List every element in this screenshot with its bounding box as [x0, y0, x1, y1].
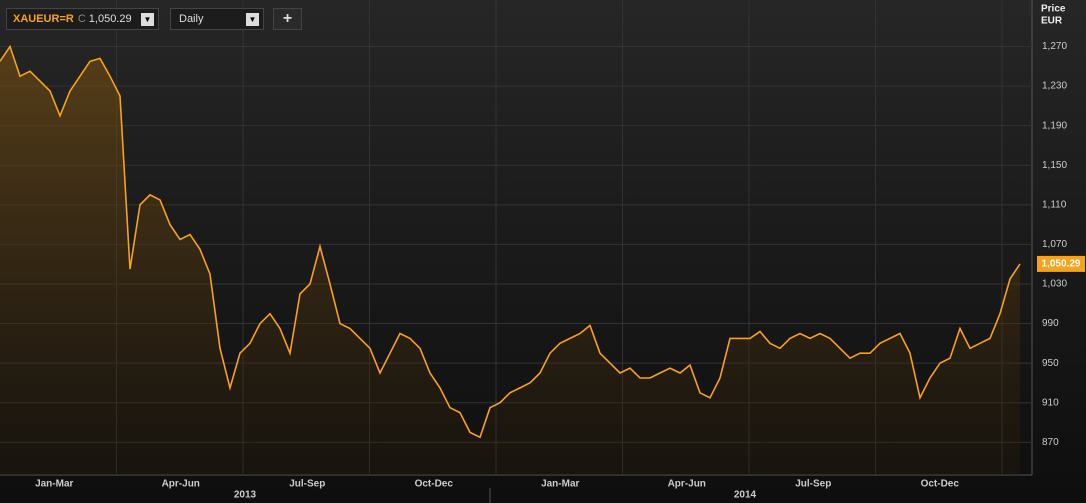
y-tick-label: 1,030	[1042, 279, 1067, 290]
y-tick-label: 1,110	[1042, 199, 1067, 210]
x-tick-label: Jul-Sep	[289, 479, 325, 490]
last-value-box	[1037, 255, 1085, 272]
year-label: 2014	[734, 490, 757, 501]
dropdown-arrow[interactable]: ▼	[246, 12, 259, 26]
add-button[interactable]: +	[273, 8, 302, 30]
x-tick-label: Jan-Mar	[35, 479, 73, 490]
close-prefix: C	[77, 13, 86, 25]
x-tick-label: Jan-Mar	[541, 479, 579, 490]
y-tick-label: 1,270	[1042, 41, 1067, 52]
dropdown-arrow[interactable]: ▼	[141, 12, 154, 26]
y-tick-label: 910	[1042, 397, 1059, 408]
axis-title: Price	[1041, 4, 1066, 15]
ric-box[interactable]: XAUEUR=R C 1,050.29 ▼	[6, 8, 159, 30]
y-tick-label: 1,190	[1042, 120, 1067, 131]
y-tick-label: 1,230	[1042, 81, 1067, 92]
x-tick-label: Jul-Sep	[795, 479, 831, 490]
x-tick-label: Oct-Dec	[921, 479, 960, 490]
x-tick-label: Oct-Dec	[415, 479, 454, 490]
x-tick-label: Apr-Jun	[668, 479, 706, 490]
price-line	[0, 44, 1021, 439]
last-value-label: 1,050.29	[1042, 259, 1081, 270]
interval-select[interactable]: Daily ▼	[170, 8, 264, 30]
y-tick-label: 950	[1042, 358, 1059, 369]
y-tick-label: 870	[1042, 437, 1059, 448]
interval: Daily	[179, 13, 204, 25]
x-tick-label: Apr-Jun	[162, 479, 200, 490]
year-label: 2013	[234, 490, 257, 501]
y-tick-label: 1,150	[1042, 160, 1067, 171]
area	[0, 46, 1020, 475]
ric: XAUEUR=R	[13, 13, 74, 25]
close-value: 1,050.29	[88, 13, 132, 25]
axis-title: EUR	[1041, 16, 1063, 27]
y-tick-label: 1,070	[1042, 239, 1067, 250]
y-tick-label: 990	[1042, 318, 1059, 329]
